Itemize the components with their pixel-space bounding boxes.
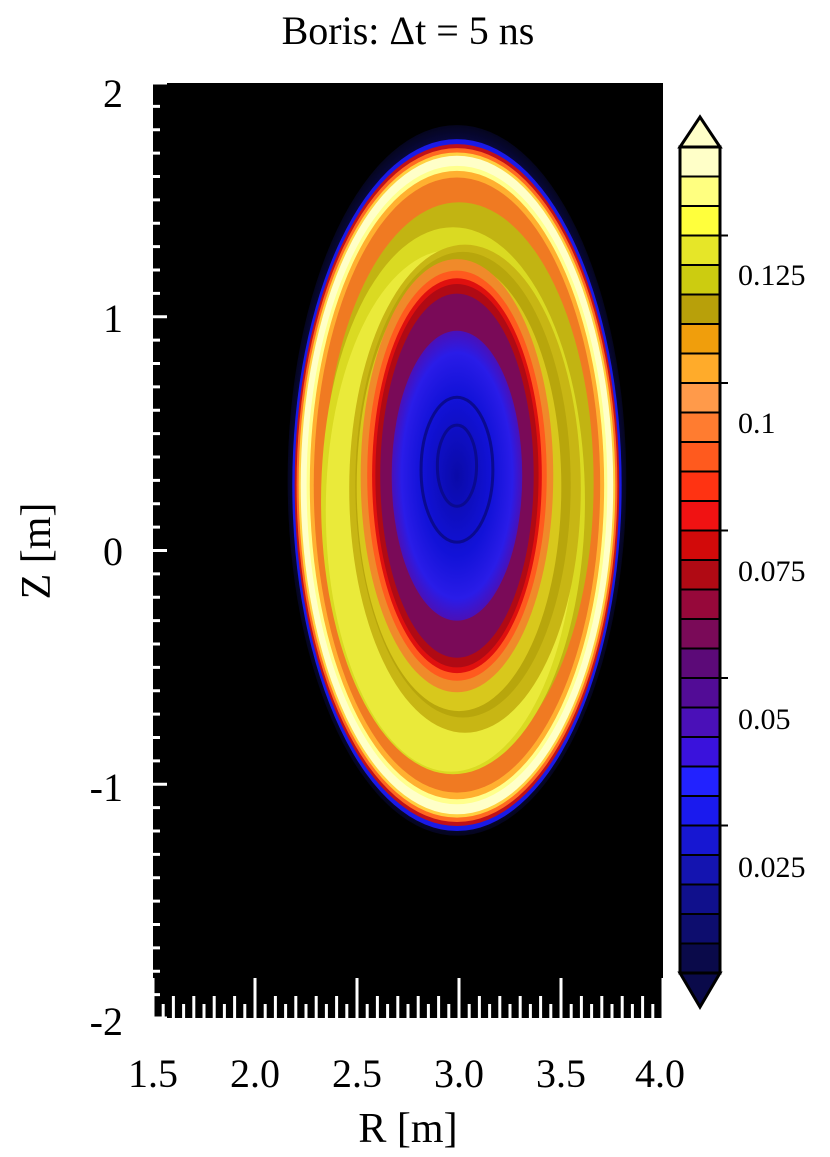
colorbar-swatch	[679, 382, 721, 414]
axis-ticks	[151, 81, 665, 1020]
colorbar-tick-label: 0.05	[738, 703, 791, 736]
colorbar-swatch	[679, 942, 721, 974]
colorbar-extend-max	[677, 114, 723, 149]
colorbar-swatch	[679, 234, 721, 266]
x-tick-label: 3.0	[434, 1051, 484, 1096]
colorbar-swatch	[679, 264, 721, 296]
colorbar-swatch	[679, 883, 721, 915]
y-tick-label: -1	[90, 765, 123, 810]
colorbar-swatch	[679, 706, 721, 738]
colorbar-tick-label: 0.075	[738, 555, 806, 588]
y-tick-label: 0	[103, 529, 123, 574]
colorbar-tick-labels: 0.125 0.1 0.075 0.05 0.025	[738, 259, 806, 884]
colorbar-swatch	[679, 647, 721, 679]
y-tick-label: 1	[103, 296, 123, 341]
colorbar-swatch	[679, 293, 721, 325]
colorbar-swatch	[679, 146, 721, 178]
colorbar-swatch	[679, 765, 721, 797]
x-tick-label: 4.0	[635, 1051, 685, 1096]
y-tick-labels: 2 1 0 -1 -2	[90, 71, 123, 1044]
plasma-field	[287, 125, 627, 836]
core-contour	[435, 423, 479, 508]
colorbar-swatch	[679, 736, 721, 768]
x-tick-label: 3.5	[536, 1051, 586, 1096]
colorbar-tick-label: 0.025	[738, 851, 806, 884]
colorbar-tick-label: 0.1	[738, 407, 776, 440]
colorbar-swatch	[679, 677, 721, 709]
x-axis-label: R [m]	[358, 1106, 457, 1152]
colorbar-swatch	[679, 913, 721, 945]
chart-title: Boris: Δt = 5 ns	[282, 8, 535, 53]
colorbar-swatch	[679, 205, 721, 237]
x-tick-labels: 1.5 2.0 2.5 3.0 3.5 4.0	[128, 1051, 685, 1096]
colorbar-swatch	[679, 588, 721, 620]
colorbar-swatch	[679, 529, 721, 561]
colorbar-swatch	[679, 352, 721, 384]
y-tick-label: -2	[90, 999, 123, 1044]
colorbar-swatch	[679, 470, 721, 502]
colorbar-swatch	[679, 618, 721, 650]
colorbar	[677, 114, 728, 1010]
y-axis-label: Z [m]	[14, 503, 60, 600]
x-tick-label: 1.5	[128, 1051, 178, 1096]
core-contour	[419, 395, 495, 544]
colorbar-swatch	[679, 824, 721, 856]
colorbar-swatch	[679, 795, 721, 827]
colorbar-swatch	[679, 323, 721, 355]
y-tick-label: 2	[103, 71, 123, 116]
colorbar-swatch	[679, 441, 721, 473]
colorbar-swatch	[679, 559, 721, 591]
colorbar-tick-label: 0.125	[738, 259, 806, 292]
colorbar-swatch	[679, 411, 721, 443]
x-tick-label: 2.5	[332, 1051, 382, 1096]
colorbar-frame	[678, 145, 722, 975]
colorbar-extend-min	[677, 971, 723, 1010]
colorbar-swatch	[679, 500, 721, 532]
core-region	[391, 330, 523, 621]
colorbar-swatch	[679, 175, 721, 207]
colorbar-swatch	[679, 854, 721, 886]
x-tick-label: 2.0	[230, 1051, 280, 1096]
